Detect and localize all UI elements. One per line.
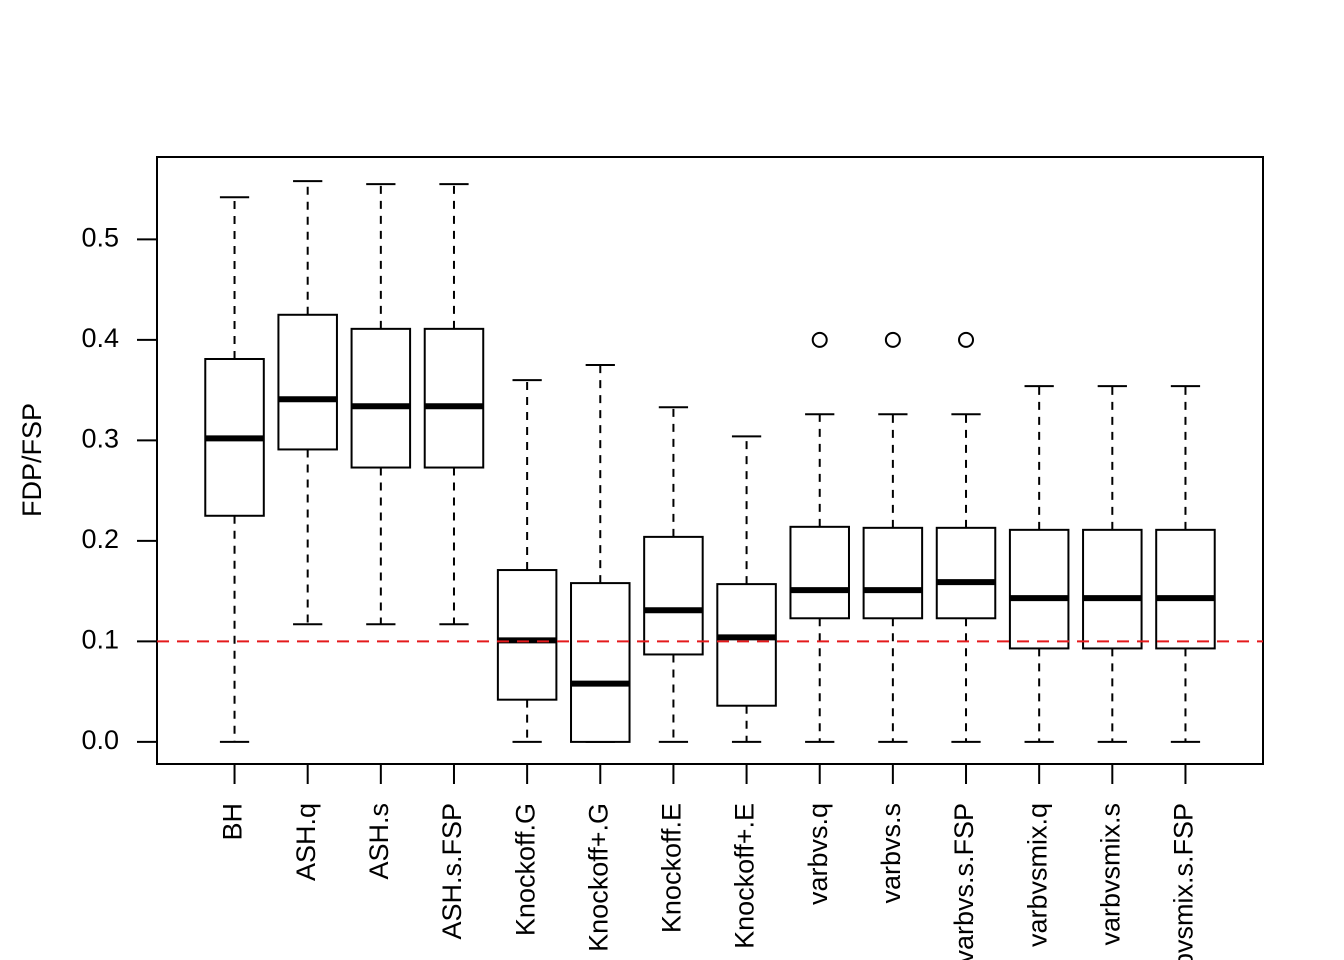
x-tick-label: BH xyxy=(218,803,248,841)
y-tick-label: 0.0 xyxy=(81,725,119,755)
x-tick-label: Knockoff+.G xyxy=(583,803,613,952)
box xyxy=(1082,528,1143,650)
y-tick-label: 0.1 xyxy=(81,625,119,655)
x-tick-label: varbvs.s xyxy=(876,803,906,904)
box xyxy=(643,535,704,656)
x-tick-label: Knockoff.G xyxy=(510,803,540,936)
box xyxy=(789,525,850,620)
y-tick-label: 0.4 xyxy=(81,323,119,353)
box xyxy=(1008,528,1070,650)
x-tick-label: varbvsmix.s xyxy=(1095,803,1125,946)
box xyxy=(496,569,558,701)
x-tick-label: varbvs.q xyxy=(803,803,833,905)
box xyxy=(570,582,631,743)
x-tick-label: Knockoff.E xyxy=(657,803,687,933)
box xyxy=(350,327,412,469)
y-tick-label: 0.5 xyxy=(81,223,119,253)
y-tick-label: 0.2 xyxy=(81,524,119,554)
x-tick-label: Knockoff+.E xyxy=(730,803,760,949)
box xyxy=(1155,528,1216,650)
box xyxy=(277,313,338,451)
box xyxy=(716,583,777,707)
outlier xyxy=(884,331,901,348)
y-tick-label: 0.3 xyxy=(81,424,119,454)
x-tick-label: ASH.s.FSP xyxy=(437,803,467,940)
x-tick-label: ASH.s xyxy=(364,803,394,880)
x-tick-label: varbvs.s.FSP xyxy=(949,803,979,960)
box xyxy=(935,526,997,620)
x-tick-label: ASH.q xyxy=(291,803,321,881)
plot-frame xyxy=(156,156,1264,765)
outlier xyxy=(958,331,975,348)
box xyxy=(862,526,924,620)
box xyxy=(423,327,485,469)
y-axis-label: FDP/FSP xyxy=(17,403,47,517)
x-tick-label: varbvsmix.q xyxy=(1022,803,1052,947)
x-tick-label: varbvsmix.s.FSP xyxy=(1169,803,1199,960)
outlier xyxy=(811,331,828,348)
